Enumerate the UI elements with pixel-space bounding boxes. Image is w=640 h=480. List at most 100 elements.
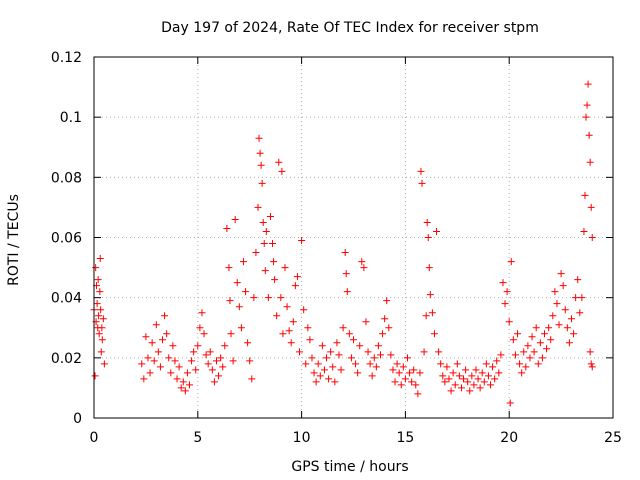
data-point bbox=[261, 267, 269, 275]
data-point bbox=[316, 372, 324, 380]
data-point bbox=[470, 381, 478, 389]
data-point bbox=[424, 234, 432, 241]
data-point bbox=[581, 191, 589, 199]
axis-ticks: 0 5 10 15 20 25 0 0.02 0.04 0.06 0.08 0.1 0.12 bbox=[51, 50, 622, 446]
data-point bbox=[376, 351, 384, 359]
data-point bbox=[255, 134, 263, 142]
data-point bbox=[181, 387, 189, 395]
data-point bbox=[586, 158, 594, 166]
data-point bbox=[246, 357, 254, 365]
data-point bbox=[335, 351, 343, 359]
data-point bbox=[239, 258, 247, 266]
data-point bbox=[248, 375, 256, 383]
data-point bbox=[252, 249, 260, 257]
data-point bbox=[406, 369, 414, 377]
data-point bbox=[374, 342, 382, 350]
data-point bbox=[526, 354, 534, 362]
data-point bbox=[291, 282, 299, 290]
data-point bbox=[179, 378, 187, 386]
data-point bbox=[279, 330, 287, 338]
data-point bbox=[93, 300, 101, 308]
data-point bbox=[337, 366, 345, 374]
data-point bbox=[565, 339, 573, 347]
data-point bbox=[462, 366, 470, 374]
data-point bbox=[491, 375, 499, 383]
data-point bbox=[206, 348, 214, 356]
data-point bbox=[343, 288, 351, 296]
data-point bbox=[254, 203, 262, 211]
data-point bbox=[148, 339, 156, 347]
data-point bbox=[536, 339, 544, 347]
data-point bbox=[327, 348, 335, 356]
data-point bbox=[379, 330, 387, 338]
data-point bbox=[185, 381, 193, 389]
data-point bbox=[215, 372, 223, 380]
data-point bbox=[264, 294, 272, 302]
data-point bbox=[308, 354, 316, 362]
data-point bbox=[487, 381, 495, 389]
data-point bbox=[576, 309, 584, 317]
data-point bbox=[583, 101, 591, 109]
data-point bbox=[445, 375, 453, 383]
data-point bbox=[196, 324, 204, 332]
data-point bbox=[464, 378, 472, 386]
x-tick-label: 15 bbox=[396, 430, 414, 446]
data-point bbox=[532, 324, 540, 332]
data-point bbox=[159, 336, 167, 344]
data-point bbox=[586, 348, 594, 356]
data-point bbox=[281, 264, 289, 272]
data-point bbox=[453, 360, 461, 368]
data-point bbox=[306, 336, 314, 344]
data-point bbox=[493, 357, 501, 365]
data-point bbox=[503, 288, 511, 296]
data-point bbox=[289, 318, 297, 326]
data-point bbox=[270, 258, 278, 266]
data-point bbox=[418, 179, 426, 187]
data-point bbox=[94, 276, 102, 284]
data-point bbox=[437, 360, 445, 368]
data-point bbox=[489, 363, 497, 371]
data-point bbox=[383, 297, 391, 305]
data-point bbox=[433, 227, 441, 235]
data-point bbox=[200, 330, 208, 338]
data-point bbox=[225, 264, 233, 272]
y-tick-label: 0.08 bbox=[51, 170, 82, 186]
data-point bbox=[428, 309, 436, 317]
data-point bbox=[260, 240, 268, 248]
x-tick-label: 25 bbox=[604, 430, 622, 446]
data-point bbox=[226, 297, 234, 305]
data-point bbox=[516, 360, 524, 368]
data-point bbox=[443, 363, 451, 371]
data-point bbox=[482, 360, 490, 368]
data-point bbox=[237, 324, 245, 332]
data-point bbox=[358, 258, 366, 266]
data-point bbox=[572, 294, 580, 302]
y-tick-label: 0.06 bbox=[51, 231, 82, 247]
data-point bbox=[506, 399, 514, 407]
data-point bbox=[95, 312, 103, 320]
data-point bbox=[329, 363, 337, 371]
x-axis-label: GPS time / hours bbox=[291, 459, 408, 475]
data-point bbox=[530, 348, 538, 356]
data-point bbox=[331, 378, 339, 386]
data-point bbox=[194, 342, 202, 350]
data-point bbox=[460, 375, 468, 383]
data-point bbox=[522, 363, 530, 371]
data-point bbox=[561, 306, 569, 314]
data-point bbox=[587, 203, 595, 211]
data-point bbox=[584, 80, 592, 88]
data-point bbox=[389, 366, 397, 374]
data-point bbox=[559, 282, 567, 290]
data-point bbox=[173, 375, 181, 383]
data-point bbox=[366, 360, 374, 368]
data-point bbox=[345, 330, 353, 338]
data-point bbox=[472, 366, 480, 374]
data-point bbox=[422, 312, 430, 320]
y-tick-label: 0.04 bbox=[51, 291, 82, 307]
data-point bbox=[96, 288, 104, 296]
data-point bbox=[198, 309, 206, 317]
data-point bbox=[99, 315, 107, 323]
data-point bbox=[165, 354, 173, 362]
data-point bbox=[399, 363, 407, 371]
